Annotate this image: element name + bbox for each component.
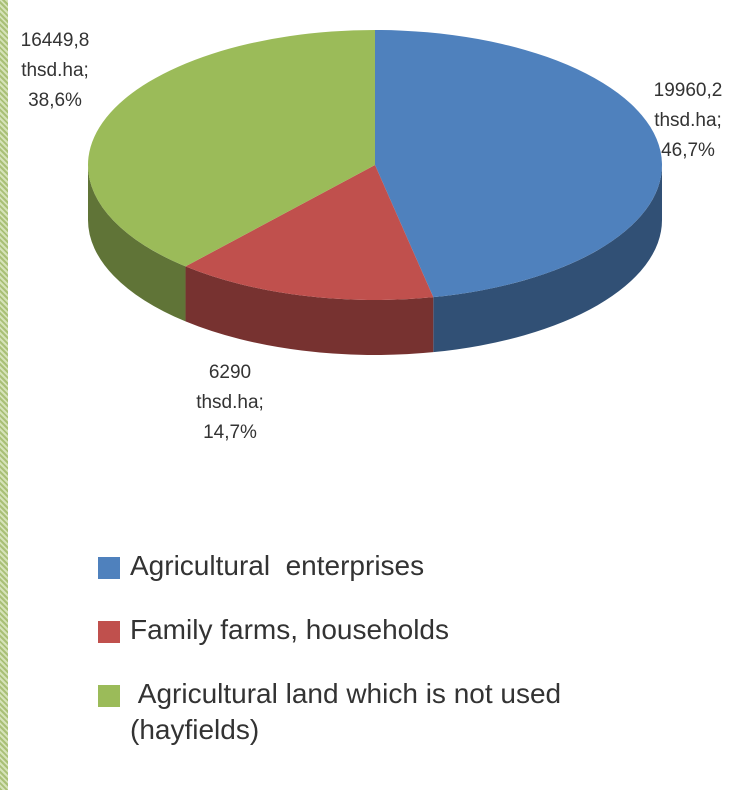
data-label-line: 46,7% (661, 140, 715, 161)
data-label-line: 16449,8 (21, 30, 90, 51)
slice (88, 30, 376, 267)
legend-label: Agricultural land which is not used (hay… (130, 678, 569, 745)
legend-swatch (98, 621, 120, 643)
data-label: 16449,8 thsd.ha; 38,6% (21, 30, 90, 111)
page-border (0, 0, 8, 790)
legend-swatch (98, 685, 120, 707)
chart: 19960,2 thsd.ha; 46,7% 6290 thsd.ha; 14,7% 164… (21, 30, 723, 443)
data-label-line: 38,6% (28, 90, 82, 111)
data-label-line: 6290 (209, 362, 251, 383)
slice-side (433, 165, 662, 353)
data-label: 6290 thsd.ha; 14,7% (196, 362, 264, 443)
slice (375, 30, 662, 298)
data-label-line: 19960,2 (654, 80, 723, 101)
slice-side (185, 266, 434, 355)
legend-item: Agricultural land which is not used (hay… (98, 676, 678, 748)
legend: Agricultural enterprises Family farms, ho… (98, 548, 678, 776)
data-label: 19960,2 thsd.ha; 46,7% (654, 80, 723, 161)
data-label-line: thsd.ha; (21, 60, 89, 81)
slice-side (88, 165, 186, 322)
legend-label: Agricultural enterprises (130, 550, 425, 581)
data-label-line: thsd.ha; (196, 392, 264, 413)
legend-item: Family farms, households (98, 612, 678, 648)
legend-item: Agricultural enterprises (98, 548, 678, 584)
slice (185, 165, 434, 300)
legend-swatch (98, 557, 120, 579)
data-label-line: 14,7% (203, 422, 257, 443)
legend-label: Family farms, households (130, 614, 450, 645)
data-label-line: thsd.ha; (654, 110, 722, 131)
